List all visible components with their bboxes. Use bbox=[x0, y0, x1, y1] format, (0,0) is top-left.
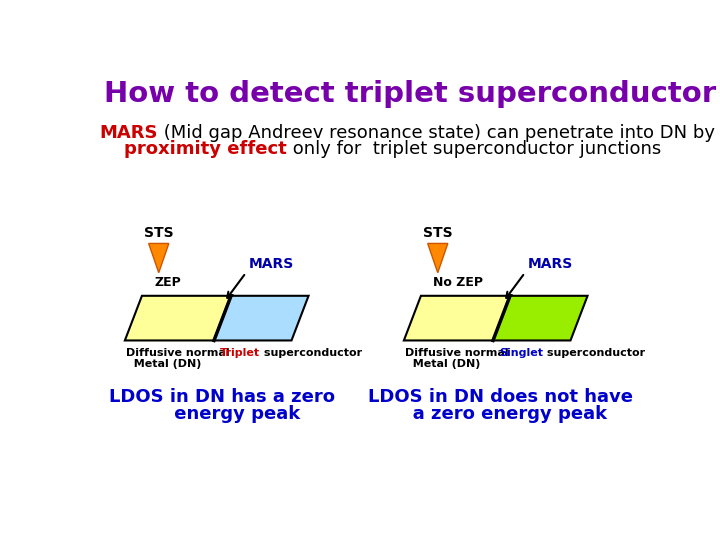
Text: Triplet: Triplet bbox=[220, 348, 261, 358]
Text: MARS: MARS bbox=[528, 257, 573, 271]
Text: Metal (DN): Metal (DN) bbox=[127, 359, 202, 369]
Text: STS: STS bbox=[144, 226, 174, 240]
Text: Singlet: Singlet bbox=[499, 348, 543, 358]
Text: superconductor: superconductor bbox=[261, 348, 362, 358]
Polygon shape bbox=[148, 244, 168, 273]
Text: Diffusive normal: Diffusive normal bbox=[127, 348, 230, 358]
Text: STS: STS bbox=[423, 226, 453, 240]
Text: (Mid gap Andreev resonance state) can penetrate into DN by: (Mid gap Andreev resonance state) can pe… bbox=[158, 124, 715, 141]
Text: proximity effect: proximity effect bbox=[99, 140, 287, 159]
Text: only for  triplet superconductor junctions: only for triplet superconductor junction… bbox=[287, 140, 661, 159]
Text: No ZEP: No ZEP bbox=[433, 276, 483, 289]
Polygon shape bbox=[125, 296, 231, 340]
Text: energy peak: energy peak bbox=[143, 405, 300, 423]
Text: LDOS in DN has a zero: LDOS in DN has a zero bbox=[109, 388, 335, 406]
Text: Diffusive normal: Diffusive normal bbox=[405, 348, 509, 358]
Polygon shape bbox=[404, 296, 510, 340]
Polygon shape bbox=[214, 296, 309, 340]
Polygon shape bbox=[493, 296, 588, 340]
Text: superconductor: superconductor bbox=[543, 348, 645, 358]
Text: LDOS in DN does not have: LDOS in DN does not have bbox=[368, 388, 634, 406]
Text: MARS: MARS bbox=[249, 257, 294, 271]
Text: a zero energy peak: a zero energy peak bbox=[394, 405, 607, 423]
Text: MARS: MARS bbox=[99, 124, 158, 141]
Polygon shape bbox=[428, 244, 448, 273]
Text: Metal (DN): Metal (DN) bbox=[405, 359, 481, 369]
Text: ZEP: ZEP bbox=[154, 276, 181, 289]
Text: How to detect triplet superconductor: How to detect triplet superconductor bbox=[104, 80, 716, 108]
